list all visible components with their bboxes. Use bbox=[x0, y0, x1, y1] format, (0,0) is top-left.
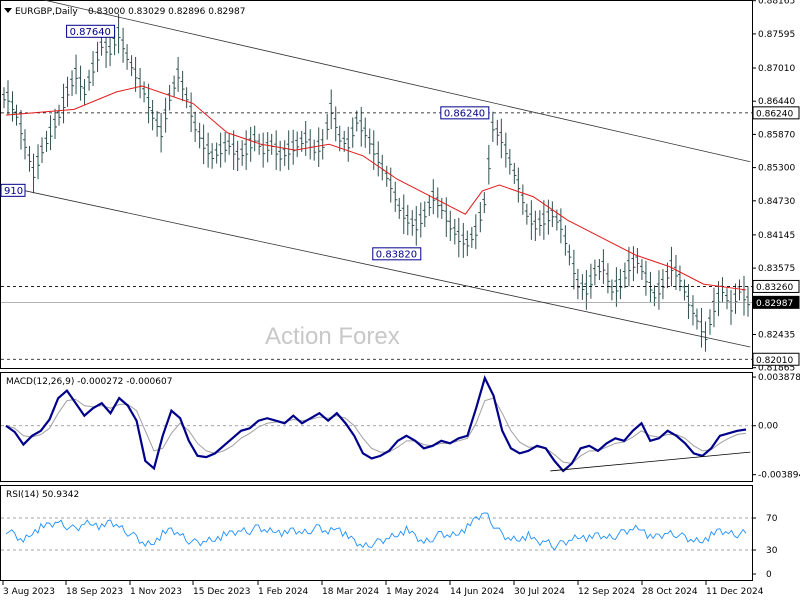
time-axis-label: 3 Aug 2023 bbox=[3, 587, 55, 597]
time-axis-label: 30 Jul 2024 bbox=[514, 587, 565, 597]
price-overlays: 0.87640 0.86240 0.83820 910 bbox=[0, 0, 752, 360]
macd-panel bbox=[1, 374, 752, 473]
time-axis-label: 12 Sep 2024 bbox=[578, 587, 635, 597]
price-axis-label: 0.85300 bbox=[758, 164, 795, 174]
macd-panel-title: MACD(12,26,9) -0.000272 -0.000607 bbox=[6, 377, 172, 387]
time-axis-label: 18 Sep 2023 bbox=[66, 587, 123, 597]
chart-symbol-title: EURGBP,Daily bbox=[15, 7, 78, 17]
price-axis-label: 0.88165 bbox=[758, 0, 795, 7]
macd-signal-line bbox=[5, 397, 747, 464]
time-axis-label: 11 Dec 2024 bbox=[706, 587, 764, 597]
chart-ohlc-readout: 0.83000 0.83029 0.82896 0.82987 bbox=[88, 7, 245, 17]
price-annotation-label: 0.83820 bbox=[376, 249, 417, 260]
price-bars bbox=[2, 13, 750, 352]
channel-lower-line bbox=[22, 189, 751, 348]
rsi-panel-frame bbox=[0, 485, 753, 581]
time-axis-label: 1 Feb 2024 bbox=[258, 587, 309, 597]
price-level-label: 0.82010 bbox=[756, 356, 793, 366]
price-axis-label: 0.82435 bbox=[758, 331, 795, 341]
macd-axis-label: 0.003878 bbox=[758, 373, 800, 383]
rsi-panel-title: RSI(14) 50.9342 bbox=[6, 490, 79, 500]
time-axis-label: 15 Dec 2023 bbox=[193, 587, 251, 597]
macd-panel-frame bbox=[0, 372, 753, 482]
macd-axis-label: -0.003894 bbox=[758, 471, 800, 481]
price-annotation-box bbox=[372, 247, 422, 261]
macd-line bbox=[5, 374, 747, 473]
price-level-tag bbox=[752, 352, 800, 366]
rsi-panel bbox=[1, 512, 752, 551]
time-axis-label: 18 Mar 2024 bbox=[322, 587, 379, 597]
price-axis-label: 0.81865 bbox=[758, 364, 795, 374]
price-annotation-box bbox=[66, 24, 116, 38]
time-axis: 3 Aug 2023 18 Sep 2023 1 Nov 2023 15 Dec 20… bbox=[2, 581, 764, 597]
moving-average-line bbox=[5, 85, 747, 291]
price-axis-label: 0.84730 bbox=[758, 197, 795, 207]
watermark: Action Forex bbox=[265, 323, 400, 350]
price-annotation-label: 0.86240 bbox=[444, 108, 485, 119]
price-level-tag bbox=[752, 106, 800, 120]
macd-axis-label: 0.00 bbox=[758, 422, 778, 432]
price-level-label: 0.82987 bbox=[756, 299, 793, 309]
price-axis: 0.88165 0.87595 0.87010 0.86440 0.85870 0.853… bbox=[752, 0, 800, 374]
price-annotation-box bbox=[440, 106, 490, 120]
macd-trend-line bbox=[550, 451, 751, 472]
price-annotation-box bbox=[0, 183, 26, 197]
price-level-tag bbox=[752, 295, 800, 309]
price-axis-label: 0.83575 bbox=[758, 264, 795, 274]
price-axis-label: 0.85870 bbox=[758, 130, 795, 140]
time-axis-label: 1 Nov 2023 bbox=[130, 587, 182, 597]
time-axis-label: 1 May 2024 bbox=[386, 587, 439, 597]
rsi-line bbox=[5, 512, 747, 551]
time-axis-label: 14 Jun 2024 bbox=[450, 587, 504, 597]
price-axis-label: 0.86440 bbox=[758, 97, 795, 107]
price-axis-label: 0.87595 bbox=[758, 30, 795, 40]
price-axis-label: 0.84145 bbox=[758, 231, 795, 241]
price-level-tag bbox=[752, 279, 800, 293]
rsi-axis-label: 70 bbox=[766, 514, 778, 524]
price-annotation-label: 910 bbox=[4, 186, 23, 197]
rsi-axis-label: 0 bbox=[766, 570, 772, 580]
dropdown-triangle-icon[interactable] bbox=[4, 8, 12, 13]
price-level-label: 0.86240 bbox=[756, 109, 793, 119]
price-axis-label: 0.87010 bbox=[758, 64, 795, 74]
price-level-label: 0.83260 bbox=[756, 283, 793, 293]
price-annotation-label: 0.87640 bbox=[70, 27, 111, 38]
macd-axis: 0.003878 0.00 -0.003894 bbox=[752, 373, 800, 481]
channel-upper-line bbox=[42, 0, 751, 163]
main-panel-frame bbox=[0, 0, 753, 369]
rsi-axis: 70 30 0 bbox=[752, 514, 778, 580]
time-axis-label: 28 Oct 2024 bbox=[642, 587, 698, 597]
rsi-axis-label: 30 bbox=[766, 546, 778, 556]
